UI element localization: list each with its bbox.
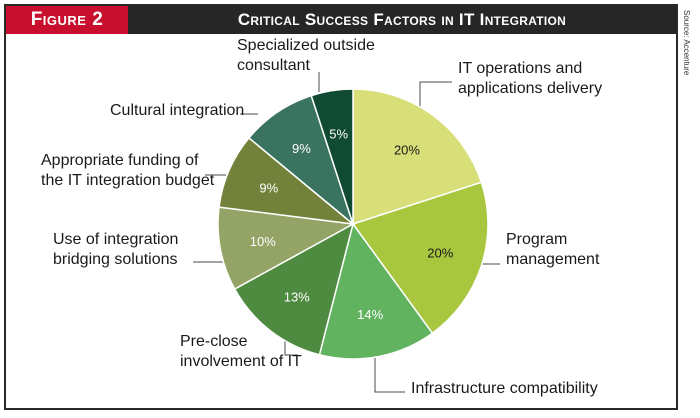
percent-label-program-management: 20% — [427, 245, 453, 260]
pie-slice-use-of-integration-bridging-solutions — [217, 206, 356, 291]
pie-slices — [217, 88, 489, 360]
category-label-use-of-integration-bridging-solutions: Use of integration bridging solutions — [53, 231, 178, 268]
pie-slice-specialized-outside-consultant — [310, 88, 354, 225]
leader-line-pre-close-involvement-of-it — [284, 341, 298, 356]
percent-label-infrastructure-compatibility: 14% — [357, 307, 383, 322]
category-label-program-management: Program management — [506, 231, 600, 268]
category-label-infrastructure-compatibility: Infrastructure compatibility — [411, 380, 598, 397]
percent-label-cultural-integration: 9% — [292, 141, 311, 156]
category-label-pre-close-involvement-of-it: Pre-close involvement of IT — [180, 333, 302, 370]
leader-lines — [193, 72, 500, 393]
source-credit: Source: Accenture — [682, 10, 691, 76]
category-label-specialized-outside-consultant: Specialized outside consultant — [237, 37, 375, 74]
pie-slice-program-management — [351, 181, 489, 335]
leader-line-it-operations-and-applications-delivery — [419, 81, 452, 117]
pie-slice-pre-close-involvement-of-it — [233, 222, 355, 356]
percent-label-it-operations-and-applications-delivery: 20% — [394, 143, 420, 158]
percent-labels: 20% 20% 14% 13% 10% 9% 9% 5% — [250, 126, 454, 322]
figure-label: Figure 2 — [6, 6, 128, 34]
figure-header: Figure 2 Critical Success Factors in IT … — [6, 6, 676, 34]
pie-slice-it-operations-and-applications-delivery — [352, 88, 483, 226]
pie-slice-infrastructure-compatibility — [318, 222, 434, 360]
leader-line-infrastructure-compatibility — [374, 350, 405, 393]
category-label-it-operations-and-applications-delivery: IT operations and applications delivery — [458, 60, 602, 97]
category-labels: IT operations and applications delivery Pr… — [41, 37, 602, 397]
category-label-cultural-integration: Cultural integration — [110, 102, 244, 119]
percent-label-appropriate-funding-of-the-it-integration-budget: 9% — [259, 181, 278, 196]
percent-label-pre-close-involvement-of-it: 13% — [284, 290, 310, 305]
percent-label-specialized-outside-consultant: 5% — [329, 126, 348, 141]
category-label-appropriate-funding-of-the-it-integration-budget: Appropriate funding of the IT integration… — [41, 152, 215, 189]
percent-label-use-of-integration-bridging-solutions: 10% — [250, 234, 276, 249]
chart-title: Critical Success Factors in IT Integrati… — [237, 10, 567, 29]
